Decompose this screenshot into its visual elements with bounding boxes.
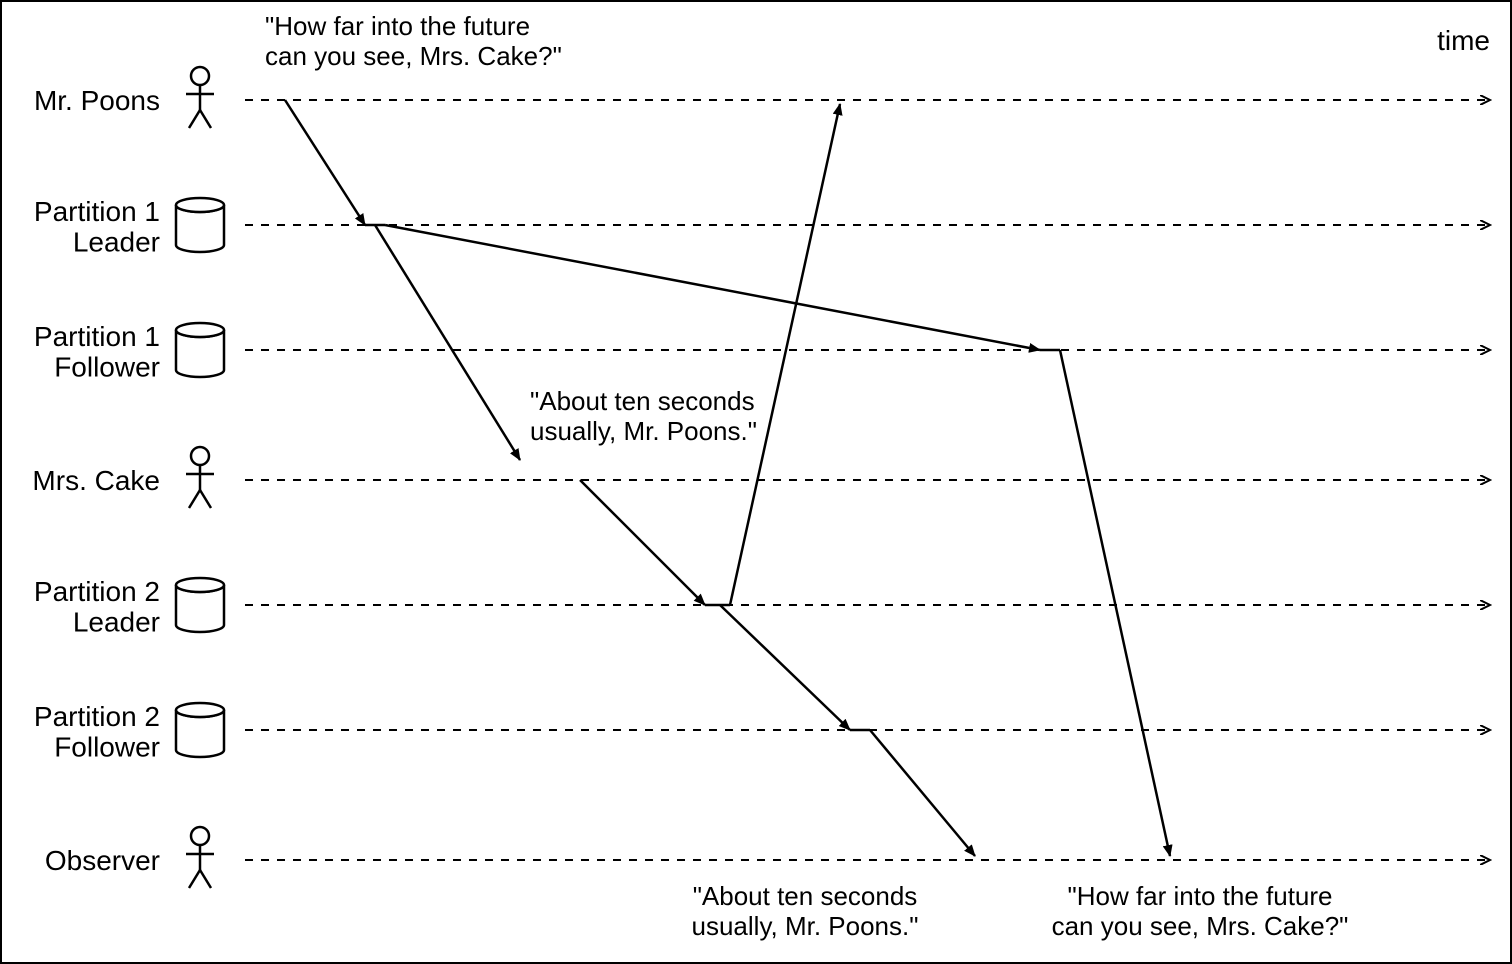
lane-label-poons: Mr. Poons <box>34 85 160 116</box>
message-arrow-6 <box>385 225 1040 350</box>
message-arrow-5 <box>870 730 975 856</box>
person-icon <box>186 447 214 508</box>
lane-label-cake: Mrs. Cake <box>32 465 160 496</box>
cylinder-icon <box>176 323 224 377</box>
cylinder-icon <box>176 703 224 757</box>
message-arrow-7 <box>1060 350 1170 856</box>
message-arrow-4 <box>720 605 850 730</box>
time-label: time <box>1437 25 1490 56</box>
cylinder-icon <box>176 198 224 252</box>
lane-label-observer: Observer <box>45 845 160 876</box>
lane-label-p1follower: Partition 1Follower <box>34 321 160 383</box>
quote-q1: "How far into the futurecan you see, Mrs… <box>265 11 562 71</box>
quote-q2: "About ten secondsusually, Mr. Poons." <box>530 386 757 446</box>
quote-q4: "How far into the futurecan you see, Mrs… <box>1052 881 1349 941</box>
lane-label-p2leader: Partition 2Leader <box>34 576 160 638</box>
person-icon <box>186 827 214 888</box>
lane-label-p2follower: Partition 2Follower <box>34 701 160 763</box>
message-arrow-3 <box>730 104 840 605</box>
lane-label-p1leader: Partition 1Leader <box>34 196 160 258</box>
message-arrow-2 <box>580 480 705 605</box>
cylinder-icon <box>176 578 224 632</box>
message-arrow-0 <box>285 100 365 225</box>
sequence-diagram: Mr. Poons Partition 1Leader Partition 1Fol… <box>0 0 1512 964</box>
person-icon <box>186 67 214 128</box>
message-arrow-1 <box>375 225 520 460</box>
quote-q3: "About ten secondsusually, Mr. Poons." <box>692 881 919 941</box>
